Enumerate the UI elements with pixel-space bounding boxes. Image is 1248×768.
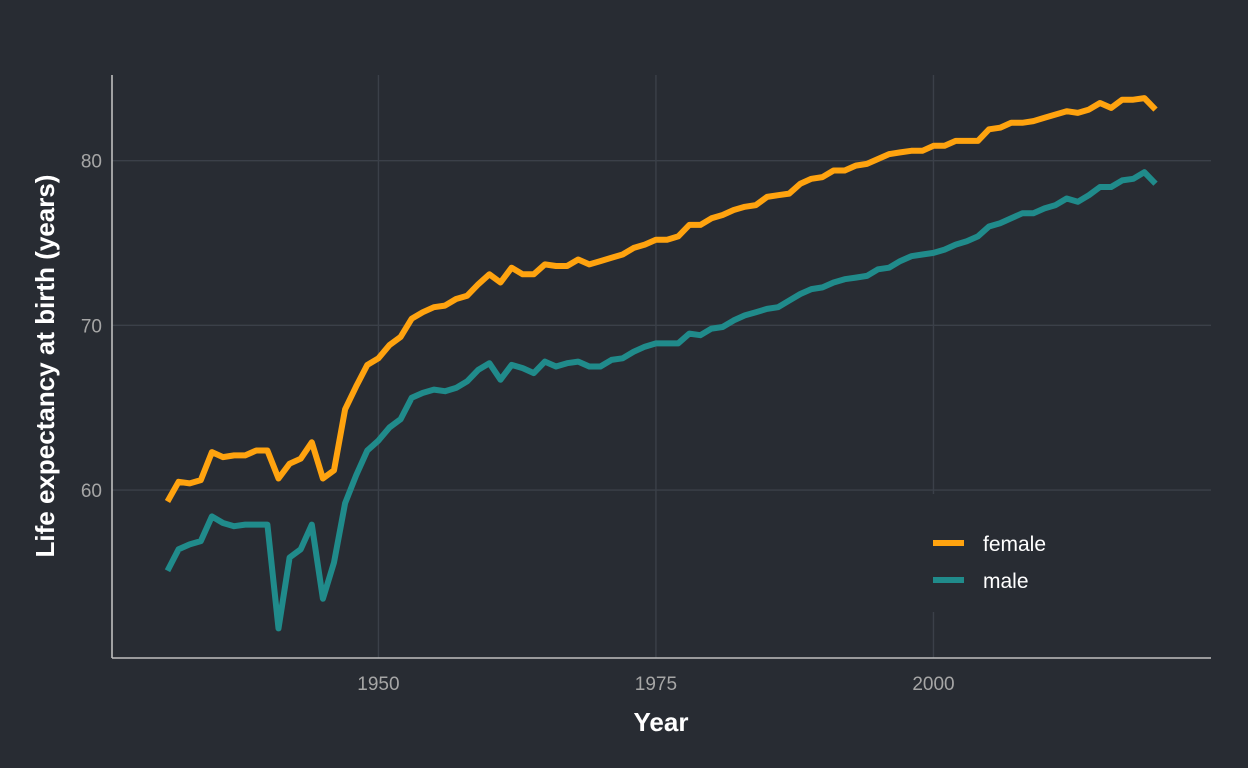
y-tick-label: 60: [81, 481, 102, 502]
legend-background: [916, 494, 1064, 612]
axes: [111, 75, 1211, 659]
series-lines: [164, 95, 1158, 632]
x-axis-title: Year: [634, 707, 689, 737]
x-tick-label: 2000: [912, 674, 954, 695]
x-tick-label: 1975: [635, 674, 677, 695]
legend: female male: [916, 494, 1064, 612]
y-tick-label: 80: [81, 152, 102, 173]
legend-label-female: female: [983, 533, 1046, 556]
series-line-male: [164, 169, 1158, 632]
series-line-female: [164, 95, 1158, 503]
x-tick-label: 1950: [357, 674, 399, 695]
y-axis-title: Life expectancy at birth (years): [30, 175, 60, 558]
tick-labels: 60 70 80 1950 1975 2000: [81, 152, 955, 695]
y-tick-label: 70: [81, 316, 102, 337]
legend-label-male: male: [983, 570, 1029, 593]
